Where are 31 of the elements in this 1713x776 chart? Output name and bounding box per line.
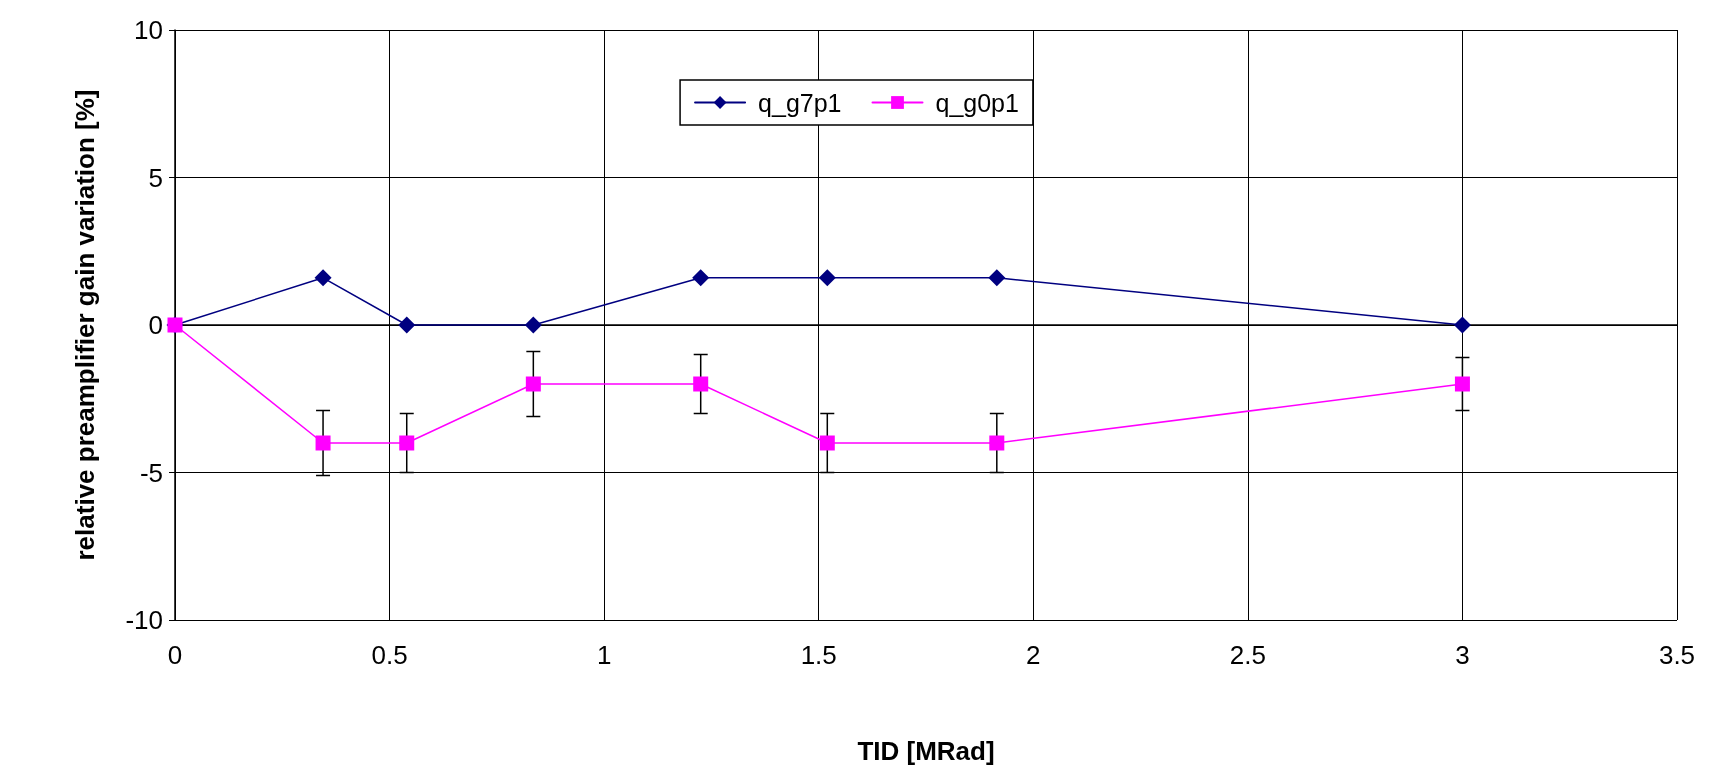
point	[692, 269, 710, 287]
y-tick-label: -5	[139, 457, 163, 488]
point	[818, 269, 836, 287]
point	[398, 316, 416, 334]
legend-label: q_g7p1	[758, 88, 842, 117]
y-tick-label: 10	[134, 15, 163, 45]
y-tick-label: -10	[125, 605, 163, 635]
x-tick-label: 0	[167, 640, 183, 670]
point	[399, 435, 415, 451]
x-tick-label: 3	[1455, 640, 1470, 670]
y-axis-title: relative preamplifier gain variation [%]	[70, 89, 100, 561]
point	[525, 376, 541, 392]
x-tick-label: 1	[596, 640, 612, 670]
x-tick-label: 3.5	[1658, 640, 1696, 670]
point	[988, 269, 1006, 287]
x-axis-title: TID [MRad]	[857, 736, 995, 766]
legend-label: q_g0p1	[935, 88, 1019, 117]
y-tick-label: 0	[148, 310, 163, 340]
point	[1453, 316, 1471, 334]
x-tick-label: 1.5	[800, 640, 837, 670]
x-tick-label: 2.5	[1229, 640, 1266, 670]
point	[314, 269, 332, 287]
point	[524, 316, 542, 334]
point	[989, 435, 1005, 451]
x-tick-label: 0.5	[371, 640, 408, 670]
y-tick-label: 5	[148, 162, 163, 193]
point	[819, 435, 835, 451]
point	[315, 435, 331, 451]
point	[1454, 376, 1470, 392]
x-tick-label: 2	[1026, 640, 1041, 670]
point	[693, 376, 709, 392]
